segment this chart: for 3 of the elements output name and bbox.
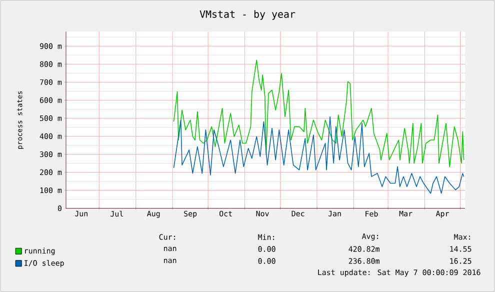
chart-title: VMstat - by year — [200, 10, 296, 20]
line-series — [173, 60, 464, 168]
line-series — [173, 116, 464, 194]
